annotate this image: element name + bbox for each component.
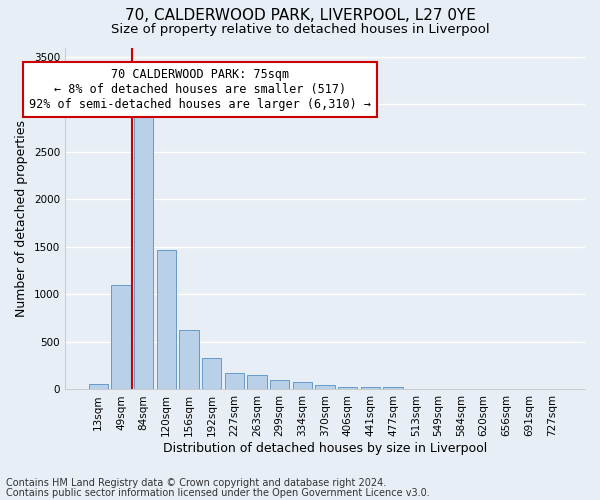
Bar [224,373,244,390]
Bar [157,250,176,390]
Bar [202,358,221,390]
Bar [112,286,131,390]
Bar [338,386,358,390]
Bar [383,388,403,390]
Bar [89,384,108,390]
Text: 70, CALDERWOOD PARK, LIVERPOOL, L27 0YE: 70, CALDERWOOD PARK, LIVERPOOL, L27 0YE [125,8,475,22]
Text: Size of property relative to detached houses in Liverpool: Size of property relative to detached ho… [110,22,490,36]
Bar [270,380,289,390]
Text: 70 CALDERWOOD PARK: 75sqm
← 8% of detached houses are smaller (517)
92% of semi-: 70 CALDERWOOD PARK: 75sqm ← 8% of detach… [29,68,371,112]
X-axis label: Distribution of detached houses by size in Liverpool: Distribution of detached houses by size … [163,442,487,455]
Bar [293,382,312,390]
Bar [179,330,199,390]
Y-axis label: Number of detached properties: Number of detached properties [16,120,28,317]
Text: Contains HM Land Registry data © Crown copyright and database right 2024.: Contains HM Land Registry data © Crown c… [6,478,386,488]
Bar [316,385,335,390]
Bar [134,115,153,390]
Bar [361,387,380,390]
Text: Contains public sector information licensed under the Open Government Licence v3: Contains public sector information licen… [6,488,430,498]
Bar [247,374,266,390]
